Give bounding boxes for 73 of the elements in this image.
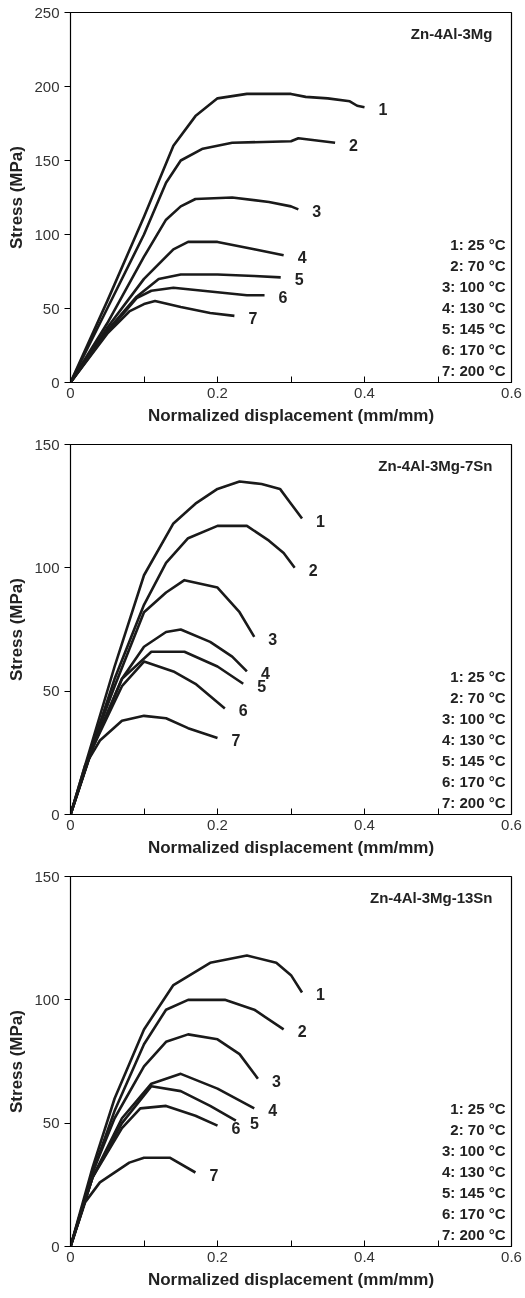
x-axis-title: Normalized displacement (mm/mm) [147, 837, 435, 857]
y-tick-label: 150 [34, 435, 60, 453]
y-tick-label: 100 [34, 225, 60, 243]
y-tick-label: 50 [42, 682, 60, 700]
y-axis-title: Stress (MPa) [7, 1010, 27, 1113]
series-label: 4 [268, 1102, 278, 1120]
x-tick-label: 0 [66, 815, 75, 833]
x-axis-title: Normalized displacement (mm/mm) [147, 1269, 435, 1289]
y-tick-label: 50 [42, 299, 60, 317]
x-tick-label: 0.6 [501, 383, 522, 401]
annotation: 4: 130 °C [441, 1162, 506, 1180]
annotation: 7: 200 °C [441, 361, 506, 379]
annotation: 1: 25 °C [450, 667, 506, 685]
annotation: 4: 130 °C [441, 730, 506, 748]
x-tick-label: 0.6 [501, 1247, 522, 1265]
x-tick-label: 0 [66, 1247, 75, 1265]
x-tick-label: 0.4 [354, 1247, 375, 1265]
series-label: 7 [248, 309, 258, 327]
annotation: 3: 100 °C [441, 1141, 506, 1159]
annotation: 5: 145 °C [441, 319, 506, 337]
y-tick-label: 150 [34, 867, 60, 885]
series-label: 1 [316, 512, 326, 530]
y-tick-label: 100 [34, 558, 60, 576]
x-axis-title: Normalized displacement (mm/mm) [147, 405, 435, 425]
series-label: 7 [231, 732, 241, 750]
series-label: 1 [378, 101, 388, 119]
series-label: 4 [297, 249, 307, 267]
text: Zn-4Al-3Mg-13Sn [370, 888, 493, 906]
series-label: 3 [271, 1072, 281, 1090]
annotation: 5: 145 °C [441, 751, 506, 769]
x-tick-label: 0.2 [207, 383, 228, 401]
annotation: 5: 145 °C [441, 1183, 506, 1201]
series-label: 6 [231, 1119, 241, 1137]
annotation: 7: 200 °C [441, 1225, 506, 1243]
y-tick-label: 150 [34, 151, 60, 169]
annotation: 1: 25 °C [450, 1099, 506, 1117]
annotation: 6: 170 °C [441, 1204, 506, 1222]
annotation: 2: 70 °C [450, 1120, 506, 1138]
annotation: 6: 170 °C [441, 340, 506, 358]
annotation: 3: 100 °C [441, 277, 506, 295]
annotation: 2: 70 °C [450, 688, 506, 706]
series-label: 6 [238, 702, 248, 720]
y-tick-label: 100 [34, 990, 60, 1008]
x-tick-label: 0.2 [207, 1247, 228, 1265]
series-label: 7 [209, 1166, 219, 1184]
series-label: 5 [249, 1114, 259, 1132]
x-tick-label: 0.4 [354, 815, 375, 833]
series-label: 5 [294, 271, 304, 289]
y-tick-label: 200 [34, 77, 60, 95]
series-label: 5 [257, 677, 267, 695]
annotation: 3: 100 °C [441, 709, 506, 727]
x-tick-label: 0.6 [501, 815, 522, 833]
series-label: 2 [349, 136, 359, 154]
x-tick-label: 0.4 [354, 383, 375, 401]
x-tick-label: 0.2 [207, 815, 228, 833]
annotation: 7: 200 °C [441, 793, 506, 811]
y-axis-title: Stress (MPa) [7, 578, 27, 681]
series-label: 2 [308, 561, 318, 579]
annotation: 4: 130 °C [441, 298, 506, 316]
annotation: 2: 70 °C [450, 256, 506, 274]
y-tick-label: 50 [42, 1114, 60, 1132]
annotation: 1: 25 °C [450, 235, 506, 253]
series-label: 2 [297, 1023, 307, 1041]
text: Zn-4Al-3Mg [410, 24, 493, 42]
annotation: 6: 170 °C [441, 772, 506, 790]
y-axis-title: Stress (MPa) [7, 146, 27, 249]
series-label: 6 [278, 289, 288, 307]
x-tick-label: 0 [66, 383, 75, 401]
series-label: 3 [312, 203, 322, 221]
series-label: 3 [268, 630, 278, 648]
text: Zn-4Al-3Mg-7Sn [378, 456, 493, 474]
y-tick-label: 250 [34, 3, 60, 21]
series-label: 1 [316, 986, 326, 1004]
